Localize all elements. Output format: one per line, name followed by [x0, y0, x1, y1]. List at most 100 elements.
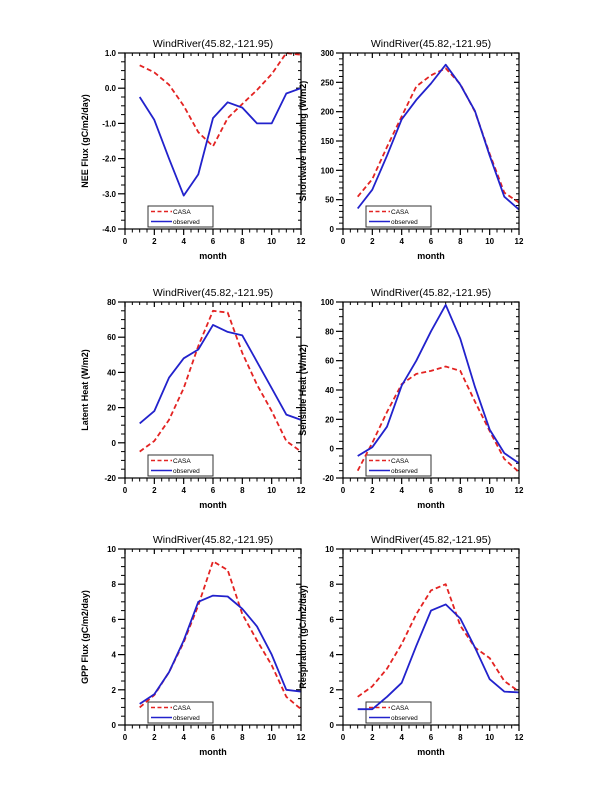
x-tick-label: 8 — [458, 733, 463, 742]
plot-frame — [342, 52, 520, 230]
y-tick-label: -2.0 — [102, 155, 116, 164]
chart-nee-flux: WindRiver(45.82,-121.95) 0 2 4 6 8 10 12 1.0 0.0 -… — [60, 33, 316, 265]
x-tick-label: 2 — [152, 237, 157, 246]
observed-series-line — [138, 87, 302, 197]
y-tick-label: 10 — [325, 545, 334, 554]
y-tick-label: 2 — [330, 686, 335, 695]
x-tick-label: 12 — [515, 733, 524, 742]
y-axis-label: NEE Flux (gC/m2/day) — [80, 94, 90, 188]
y-tick-label: 8 — [112, 580, 117, 589]
y-tick-label: 60 — [107, 333, 116, 342]
x-tick-label: 8 — [240, 237, 245, 246]
x-tick-label: 12 — [297, 733, 306, 742]
y-tick-label: 0 — [112, 721, 117, 730]
y-tick-label: 4 — [112, 651, 117, 660]
sensible-heat-svg: WindRiver(45.82,-121.95) 0 2 4 6 8 10 12 100 80 60… — [298, 287, 524, 510]
chart-title: WindRiver(45.82,-121.95) — [371, 534, 491, 546]
y-tick-label: 40 — [107, 368, 116, 377]
chart-title: WindRiver(45.82,-121.95) — [153, 38, 273, 50]
x-tick-label: 8 — [458, 237, 463, 246]
legend: CASA observed — [365, 701, 432, 724]
y-tick-label: 50 — [325, 196, 334, 205]
casa-series-line — [139, 560, 302, 710]
legend-casa-label: CASA — [391, 458, 409, 465]
x-tick-label: 4 — [399, 237, 404, 246]
y-axis-label: Respiration (gC/m2/day) — [298, 585, 308, 689]
plot-frame — [342, 301, 520, 479]
y-tick-label: 150 — [321, 137, 335, 146]
chart-shortwave-incoming: WindRiver(45.82,-121.95) 0 2 4 6 8 10 12 300 250 2… — [278, 33, 534, 265]
y-tick-label: 300 — [321, 49, 335, 58]
x-tick-label: 6 — [429, 486, 434, 495]
y-tick-label: -3.0 — [102, 190, 116, 199]
legend-observed-label: observed — [391, 468, 418, 475]
y-tick-label: 250 — [321, 78, 335, 87]
x-tick-label: 12 — [515, 237, 524, 246]
plot-frame — [124, 548, 302, 726]
casa-series-line — [357, 67, 520, 204]
observed-series-line — [139, 594, 302, 705]
x-tick-label: 4 — [181, 486, 186, 495]
x-tick-label: 0 — [341, 237, 346, 246]
y-tick-label: 80 — [325, 327, 334, 336]
y-tick-label: -20 — [104, 474, 116, 483]
y-tick-label: 40 — [325, 386, 334, 395]
observed-series-line — [356, 63, 520, 211]
respiration-svg: WindRiver(45.82,-121.95) 0 2 4 6 8 10 12 10 8 6 4 2 0… — [298, 534, 524, 757]
x-axis-label: month — [417, 251, 445, 261]
x-tick-label: 10 — [267, 237, 276, 246]
x-axis-label: month — [417, 747, 445, 757]
x-tick-label: 2 — [152, 733, 157, 742]
x-tick-label: 0 — [341, 486, 346, 495]
x-tick-label: 6 — [211, 237, 216, 246]
legend: CASA observed — [365, 454, 432, 477]
x-tick-label: 0 — [123, 237, 128, 246]
x-tick-label: 10 — [485, 733, 494, 742]
observed-series-line — [139, 324, 302, 425]
legend: CASA observed — [147, 701, 214, 724]
x-tick-label: 0 — [123, 733, 128, 742]
chart-title: WindRiver(45.82,-121.95) — [153, 534, 273, 546]
legend-observed-label: observed — [391, 715, 418, 722]
y-tick-label: 60 — [325, 357, 334, 366]
y-tick-label: 80 — [107, 298, 116, 307]
x-tick-label: 10 — [267, 733, 276, 742]
y-tick-label: 1.0 — [105, 49, 117, 58]
x-tick-label: 4 — [181, 733, 186, 742]
y-tick-label: 2 — [112, 686, 117, 695]
x-tick-label: 0 — [341, 733, 346, 742]
legend: CASA observed — [365, 205, 432, 228]
y-tick-label: 0 — [330, 445, 335, 454]
legend-casa-label: CASA — [391, 209, 409, 216]
y-tick-label: 0 — [330, 721, 335, 730]
latent-heat-svg: WindRiver(45.82,-121.95) 0 2 4 6 8 10 12 80 60 40 2… — [80, 287, 306, 510]
x-axis-label: month — [417, 500, 445, 510]
x-tick-label: 10 — [267, 486, 276, 495]
x-tick-label: 4 — [399, 486, 404, 495]
legend-casa-label: CASA — [173, 705, 191, 712]
y-tick-label: -1.0 — [102, 119, 116, 128]
chart-title: WindRiver(45.82,-121.95) — [153, 287, 273, 299]
legend: CASA observed — [147, 205, 214, 228]
x-tick-label: 12 — [297, 237, 306, 246]
legend-observed-label: observed — [173, 715, 200, 722]
x-tick-label: 12 — [297, 486, 306, 495]
y-tick-label: 0.0 — [105, 84, 117, 93]
chart-respiration: WindRiver(45.82,-121.95) 0 2 4 6 8 10 12 10 8 6 4 2 0… — [278, 529, 534, 761]
y-tick-label: 20 — [325, 415, 334, 424]
y-axis-label: Latent Heat (W/m2) — [80, 349, 90, 431]
observed-series-line — [357, 303, 520, 465]
chart-gpp-flux: WindRiver(45.82,-121.95) 0 2 4 6 8 10 12 10 8 6 4 2 0… — [60, 529, 316, 761]
x-tick-label: 8 — [240, 733, 245, 742]
y-tick-label: 100 — [321, 166, 335, 175]
legend-casa-label: CASA — [173, 209, 191, 216]
x-tick-label: 10 — [485, 486, 494, 495]
casa-series-line — [139, 309, 302, 453]
legend-observed-label: observed — [173, 468, 200, 475]
y-axis-label: Shortwave Incoming (W/m2) — [298, 81, 308, 202]
nee-flux-svg: WindRiver(45.82,-121.95) 0 2 4 6 8 10 12 1.0 0.0 -… — [80, 38, 306, 261]
x-tick-label: 2 — [370, 486, 375, 495]
x-axis-label: month — [199, 251, 227, 261]
x-tick-label: 2 — [370, 733, 375, 742]
